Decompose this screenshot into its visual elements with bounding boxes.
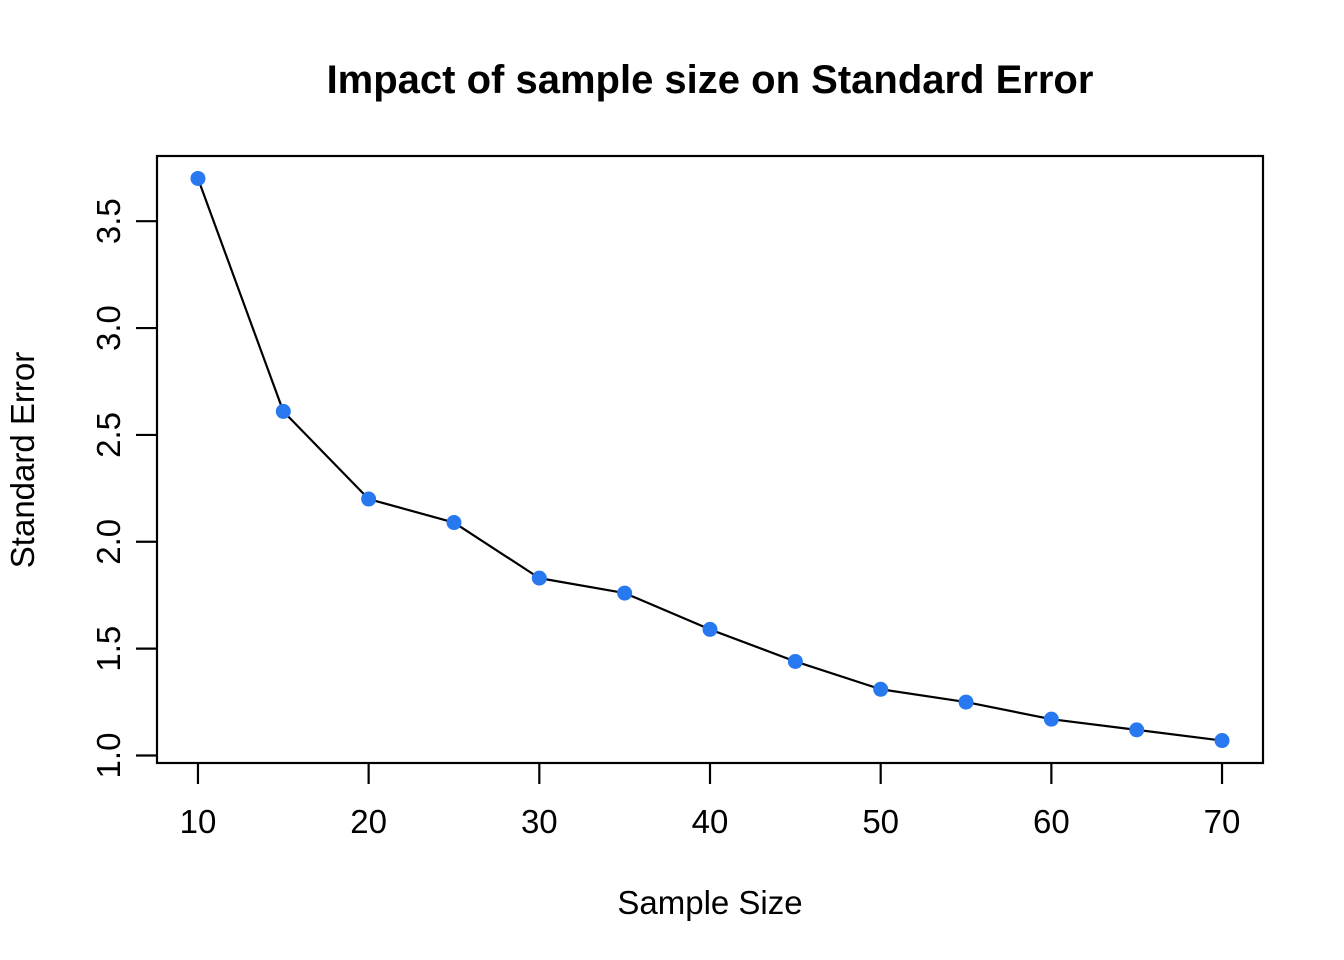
data-point	[873, 681, 889, 697]
data-point	[1129, 722, 1145, 738]
data-point	[361, 491, 377, 507]
data-point	[787, 653, 803, 669]
data-point	[1043, 711, 1059, 727]
x-tick-label: 70	[1204, 803, 1241, 840]
y-tick-label: 1.5	[90, 626, 127, 672]
x-tick-label: 50	[862, 803, 899, 840]
series-line	[196, 177, 1224, 742]
x-tick-label: 20	[350, 803, 387, 840]
data-point	[190, 170, 206, 186]
x-tick-label: 30	[521, 803, 558, 840]
data-point	[275, 403, 291, 419]
y-tick-label: 2.0	[90, 519, 127, 565]
y-tick-label: 2.5	[90, 412, 127, 458]
data-point	[617, 585, 633, 601]
x-tick-label: 60	[1033, 803, 1070, 840]
chart-title: Impact of sample size on Standard Error	[326, 58, 1094, 102]
x-tick-label: 40	[692, 803, 729, 840]
data-point	[958, 694, 974, 710]
y-tick-label: 3.0	[90, 305, 127, 351]
data-point	[1214, 733, 1230, 749]
plot-border	[155, 154, 1265, 765]
data-point	[531, 570, 547, 586]
x-axis-label: Sample Size	[617, 884, 803, 921]
data-point	[702, 621, 718, 637]
x-tick-label: 10	[180, 803, 217, 840]
y-tick-label: 1.0	[90, 733, 127, 779]
data-point	[446, 515, 462, 531]
y-tick-label: 3.5	[90, 198, 127, 244]
